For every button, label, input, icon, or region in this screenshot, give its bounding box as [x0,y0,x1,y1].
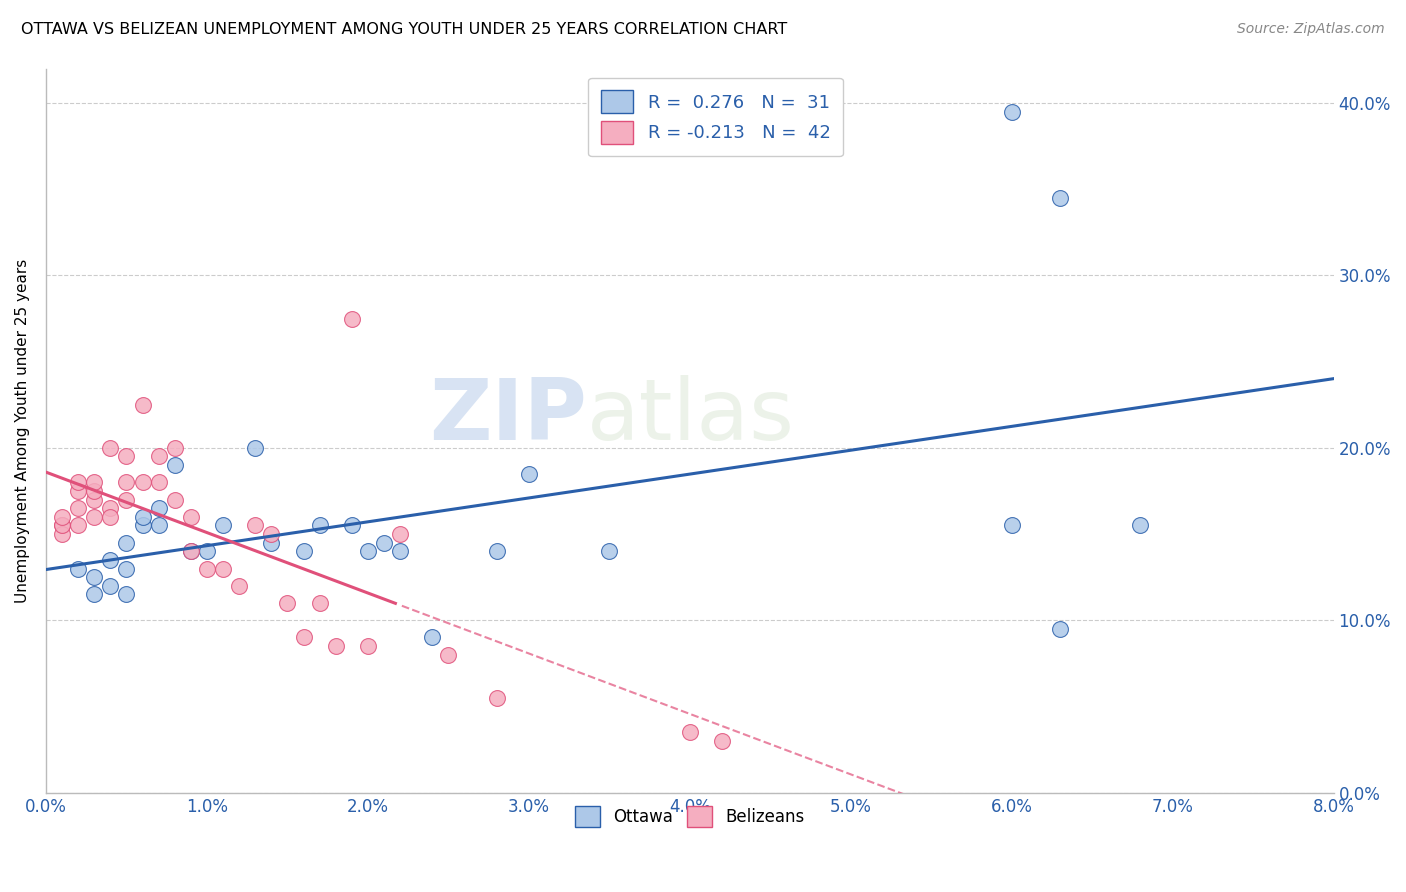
Point [389,527,412,541]
Point [83,483,105,498]
Point [420,631,443,645]
Point [308,596,330,610]
Point [1049,191,1071,205]
Point [308,518,330,533]
Point [1001,518,1024,533]
Point [1001,104,1024,119]
Point [148,501,170,516]
Point [228,579,250,593]
Point [245,518,267,533]
Point [357,544,380,558]
Point [115,587,138,601]
Point [180,509,202,524]
Point [67,475,90,490]
Point [51,518,73,533]
Point [195,561,218,575]
Point [485,544,508,558]
Point [131,398,153,412]
Point [131,475,153,490]
Point [245,441,267,455]
Point [51,518,73,533]
Point [83,570,105,584]
Point [711,734,734,748]
Point [98,553,121,567]
Point [373,535,395,549]
Point [276,596,298,610]
Point [679,725,702,739]
Text: atlas: atlas [586,375,794,458]
Point [180,544,202,558]
Point [357,639,380,653]
Point [51,509,73,524]
Point [195,544,218,558]
Point [67,561,90,575]
Point [163,492,186,507]
Point [131,518,153,533]
Point [340,311,363,326]
Text: OTTAWA VS BELIZEAN UNEMPLOYMENT AMONG YOUTH UNDER 25 YEARS CORRELATION CHART: OTTAWA VS BELIZEAN UNEMPLOYMENT AMONG YO… [21,22,787,37]
Point [292,631,315,645]
Point [163,458,186,472]
Point [98,579,121,593]
Point [115,492,138,507]
Point [437,648,460,662]
Point [131,509,153,524]
Point [163,441,186,455]
Point [325,639,347,653]
Point [98,441,121,455]
Point [598,544,620,558]
Point [1129,518,1152,533]
Point [115,535,138,549]
Point [1049,622,1071,636]
Point [148,518,170,533]
Point [67,483,90,498]
Point [83,509,105,524]
Point [212,561,235,575]
Point [115,561,138,575]
Legend: Ottawa, Belizeans: Ottawa, Belizeans [567,798,813,835]
Point [212,518,235,533]
Point [292,544,315,558]
Point [83,475,105,490]
Point [115,475,138,490]
Text: ZIP: ZIP [429,375,586,458]
Point [260,535,283,549]
Point [517,467,540,481]
Point [389,544,412,558]
Point [485,690,508,705]
Point [98,501,121,516]
Y-axis label: Unemployment Among Youth under 25 years: Unemployment Among Youth under 25 years [15,259,30,603]
Point [340,518,363,533]
Point [148,475,170,490]
Point [83,587,105,601]
Text: Source: ZipAtlas.com: Source: ZipAtlas.com [1237,22,1385,37]
Point [51,527,73,541]
Point [98,509,121,524]
Point [180,544,202,558]
Point [260,527,283,541]
Point [148,450,170,464]
Point [67,501,90,516]
Point [83,492,105,507]
Point [67,518,90,533]
Point [115,450,138,464]
